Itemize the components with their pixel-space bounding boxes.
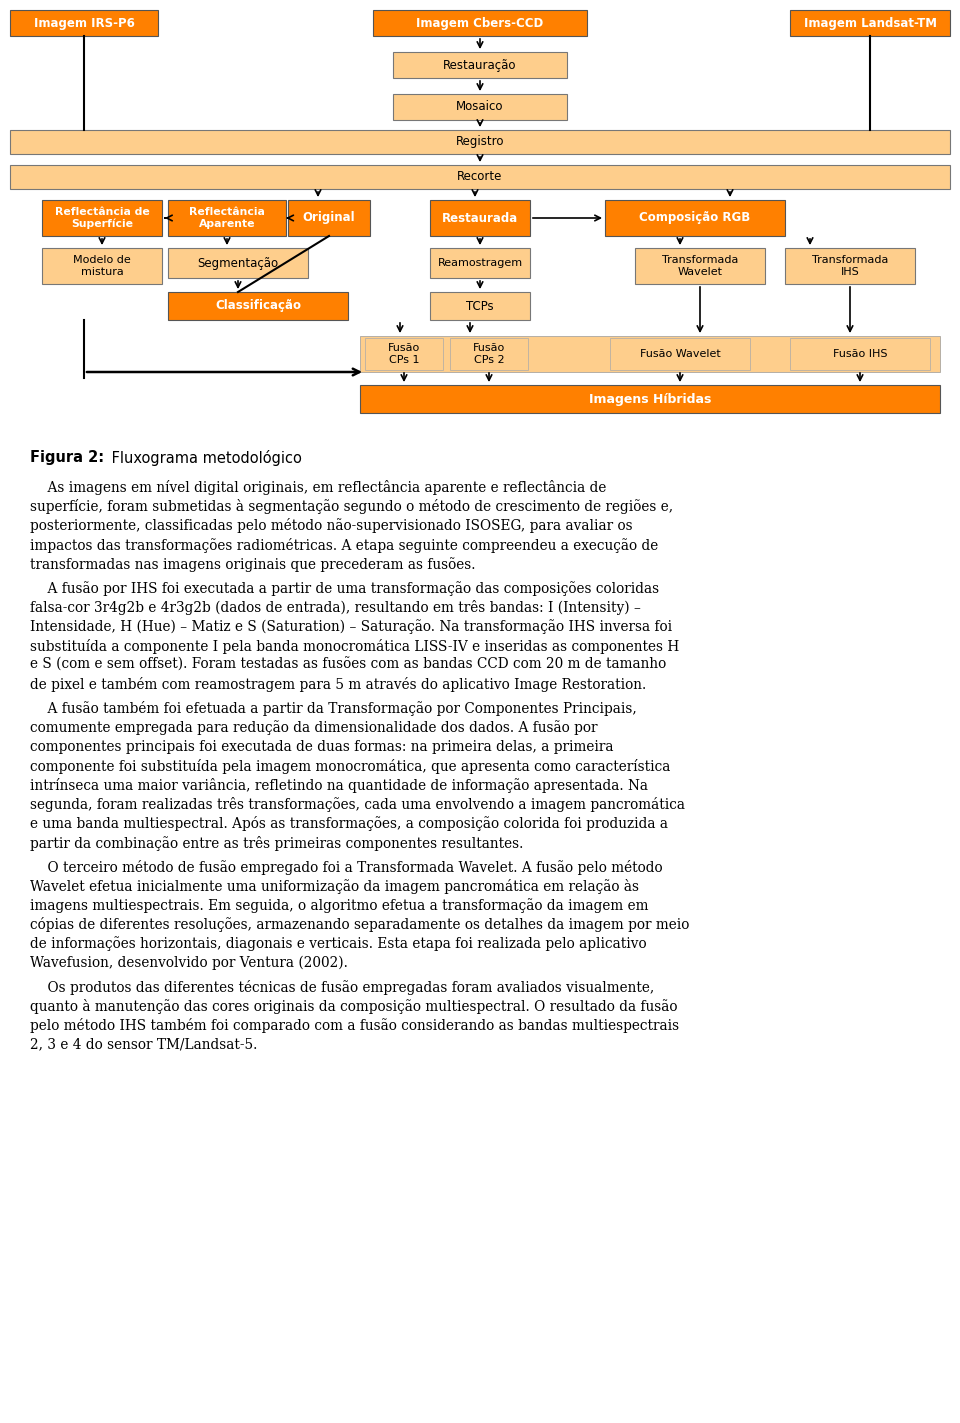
FancyBboxPatch shape (785, 248, 915, 285)
FancyBboxPatch shape (168, 292, 348, 320)
Text: Reflectância
Aparente: Reflectância Aparente (189, 208, 265, 229)
Text: falsa-cor 3r4g2b e 4r3g2b (dados de entrada), resultando em três bandas: I (Inte: falsa-cor 3r4g2b e 4r3g2b (dados de entr… (30, 601, 641, 615)
Text: e S (com e sem offset). Foram testadas as fusões com as bandas CCD com 20 m de t: e S (com e sem offset). Foram testadas a… (30, 657, 666, 672)
Text: componentes principais foi executada de duas formas: na primeira delas, a primei: componentes principais foi executada de … (30, 740, 613, 754)
Text: Imagem Landsat-TM: Imagem Landsat-TM (804, 17, 937, 30)
Text: O terceiro método de fusão empregado foi a Transformada Wavelet. A fusão pelo mé: O terceiro método de fusão empregado foi… (30, 859, 662, 875)
FancyBboxPatch shape (42, 201, 162, 236)
Text: Classificação: Classificação (215, 299, 301, 313)
FancyBboxPatch shape (288, 201, 370, 236)
Text: A fusão também foi efetuada a partir da Transformação por Componentes Principais: A fusão também foi efetuada a partir da … (30, 702, 636, 716)
Text: de pixel e também com reamostragem para 5 m através do aplicativo Image Restorat: de pixel e também com reamostragem para … (30, 677, 646, 692)
Text: Recorte: Recorte (457, 171, 503, 184)
Text: A fusão por IHS foi executada a partir de uma transformação das composições colo: A fusão por IHS foi executada a partir d… (30, 581, 660, 596)
Text: imagens multiespectrais. Em seguida, o algoritmo efetua a transformação da image: imagens multiespectrais. Em seguida, o a… (30, 898, 649, 914)
Text: Imagens Híbridas: Imagens Híbridas (588, 393, 711, 406)
Text: Fluxograma metodológico: Fluxograma metodológico (107, 450, 301, 465)
Text: Fusão
CPs 1: Fusão CPs 1 (388, 343, 420, 364)
Text: Reamostragem: Reamostragem (438, 258, 522, 268)
Text: Restauração: Restauração (444, 58, 516, 71)
Text: superfície, foram submetidas à segmentação segundo o método de crescimento de re: superfície, foram submetidas à segmentaç… (30, 499, 673, 514)
FancyBboxPatch shape (10, 10, 158, 36)
Text: Imagem Cbers-CCD: Imagem Cbers-CCD (417, 17, 543, 30)
Text: Wavelet efetua inicialmente uma uniformização da imagem pancromática em relação : Wavelet efetua inicialmente uma uniformi… (30, 879, 639, 894)
Text: Registro: Registro (456, 135, 504, 148)
FancyBboxPatch shape (360, 336, 940, 371)
FancyBboxPatch shape (10, 165, 950, 189)
FancyBboxPatch shape (430, 292, 530, 320)
FancyBboxPatch shape (635, 248, 765, 285)
FancyBboxPatch shape (10, 129, 950, 154)
Text: Transformada
IHS: Transformada IHS (812, 255, 888, 277)
FancyBboxPatch shape (393, 53, 567, 78)
FancyBboxPatch shape (610, 339, 750, 370)
Text: pelo método IHS também foi comparado com a fusão considerando as bandas multiesp: pelo método IHS também foi comparado com… (30, 1019, 679, 1033)
FancyBboxPatch shape (168, 201, 286, 236)
Text: Restaurada: Restaurada (442, 212, 518, 225)
Text: Modelo de
mistura: Modelo de mistura (73, 255, 131, 277)
Text: Composição RGB: Composição RGB (639, 212, 751, 225)
Text: Os produtos das diferentes técnicas de fusão empregadas foram avaliados visualme: Os produtos das diferentes técnicas de f… (30, 980, 655, 995)
Text: segunda, foram realizadas três transformações, cada uma envolvendo a imagem panc: segunda, foram realizadas três transform… (30, 797, 685, 813)
FancyBboxPatch shape (430, 201, 530, 236)
Text: Reflectância de
Superfície: Reflectância de Superfície (55, 206, 150, 229)
Text: impactos das transformações radiométricas. A etapa seguinte compreendeu a execuç: impactos das transformações radiométrica… (30, 538, 659, 552)
Text: e uma banda multiespectral. Após as transformações, a composição colorida foi pr: e uma banda multiespectral. Após as tran… (30, 817, 668, 831)
Text: Transformada
Wavelet: Transformada Wavelet (661, 255, 738, 277)
FancyBboxPatch shape (790, 10, 950, 36)
Text: 2, 3 e 4 do sensor TM/Landsat-5.: 2, 3 e 4 do sensor TM/Landsat-5. (30, 1037, 257, 1052)
FancyBboxPatch shape (393, 94, 567, 120)
Text: Mosaico: Mosaico (456, 101, 504, 114)
FancyBboxPatch shape (790, 339, 930, 370)
FancyBboxPatch shape (42, 248, 162, 285)
Text: Intensidade, H (Hue) – Matiz e S (Saturation) – Saturação. Na transformação IHS : Intensidade, H (Hue) – Matiz e S (Satura… (30, 619, 672, 635)
Text: Fusão IHS: Fusão IHS (832, 349, 887, 359)
Text: transformadas nas imagens originais que precederam as fusões.: transformadas nas imagens originais que … (30, 556, 475, 572)
Text: Imagem IRS-P6: Imagem IRS-P6 (34, 17, 134, 30)
Text: TCPs: TCPs (467, 299, 493, 313)
Text: partir da combinação entre as três primeiras componentes resultantes.: partir da combinação entre as três prime… (30, 835, 523, 851)
FancyBboxPatch shape (360, 386, 940, 413)
Text: posteriormente, classificadas pelo método não-supervisionado ISOSEG, para avalia: posteriormente, classificadas pelo métod… (30, 518, 633, 534)
Text: Fusão Wavelet: Fusão Wavelet (639, 349, 720, 359)
FancyBboxPatch shape (365, 339, 443, 370)
Text: quanto à manutenção das cores originais da composição multiespectral. O resultad: quanto à manutenção das cores originais … (30, 999, 678, 1015)
Text: intrínseca uma maior variância, refletindo na quantidade de informação apresenta: intrínseca uma maior variância, refletin… (30, 778, 648, 793)
Text: Segmentação: Segmentação (198, 256, 278, 269)
FancyBboxPatch shape (373, 10, 587, 36)
FancyBboxPatch shape (605, 201, 785, 236)
FancyBboxPatch shape (168, 248, 308, 277)
Text: Fusão
CPs 2: Fusão CPs 2 (473, 343, 505, 364)
FancyBboxPatch shape (450, 339, 528, 370)
Text: Wavefusion, desenvolvido por Ventura (2002).: Wavefusion, desenvolvido por Ventura (20… (30, 956, 348, 970)
Text: Original: Original (302, 212, 355, 225)
FancyBboxPatch shape (430, 248, 530, 277)
Text: comumente empregada para redução da dimensionalidade dos dados. A fusão por: comumente empregada para redução da dime… (30, 720, 597, 736)
Text: de informações horizontais, diagonais e verticais. Esta etapa foi realizada pelo: de informações horizontais, diagonais e … (30, 936, 647, 952)
Text: As imagens em nível digital originais, em reflectância aparente e reflectância d: As imagens em nível digital originais, e… (30, 480, 607, 495)
Text: cópias de diferentes resoluções, armazenando separadamente os detalhes da imagem: cópias de diferentes resoluções, armazen… (30, 918, 689, 932)
Text: Figura 2:: Figura 2: (30, 450, 104, 465)
Text: substituída a componente I pela banda monocromática LISS-IV e inseridas as compo: substituída a componente I pela banda mo… (30, 639, 680, 653)
Text: componente foi substituída pela imagem monocromática, que apresenta como caracte: componente foi substituída pela imagem m… (30, 758, 670, 774)
